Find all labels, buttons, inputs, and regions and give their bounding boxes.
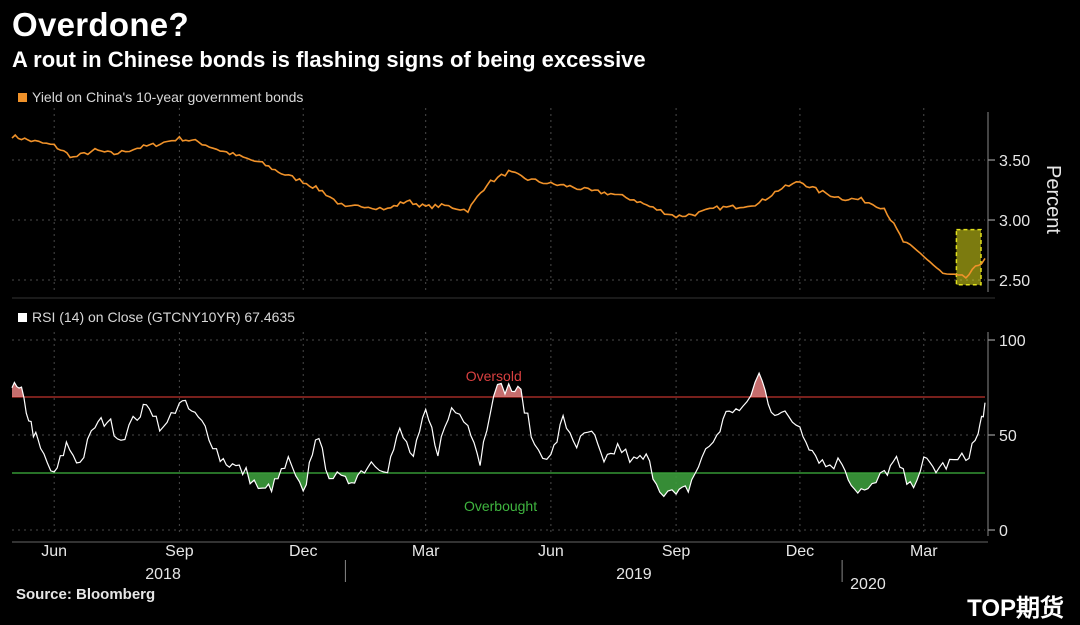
- x-month-label: Dec: [786, 543, 814, 560]
- rsi-legend-label: RSI (14) on Close (GTCNY10YR) 67.4635: [32, 309, 295, 325]
- x-month-label: Sep: [662, 543, 691, 560]
- rsi-legend: RSI (14) on Close (GTCNY10YR) 67.4635: [18, 309, 295, 325]
- yield-axis-title: Percent: [1042, 165, 1064, 234]
- rsi-ytick-label: 100: [999, 333, 1026, 350]
- x-month-label: Dec: [289, 543, 317, 560]
- yield-ytick-label: 3.00: [999, 213, 1030, 230]
- rsi-lower-level-label: Overbought: [464, 498, 537, 514]
- yield-legend: Yield on China's 10-year government bond…: [18, 89, 303, 105]
- chart-title: Overdone?: [12, 6, 189, 43]
- chart-subtitle: A rout in Chinese bonds is flashing sign…: [12, 47, 646, 72]
- rsi-lower-fill: [12, 473, 985, 497]
- yield-legend-label: Yield on China's 10-year government bond…: [32, 89, 304, 105]
- rsi-ytick-label: 50: [999, 428, 1017, 445]
- brand-watermark: TOP期货: [967, 595, 1064, 622]
- yield-series-line: [11, 133, 986, 279]
- x-year-label: 2019: [616, 566, 652, 583]
- rsi-ytick-label: 0: [999, 523, 1008, 540]
- rsi-series-line: [11, 371, 986, 498]
- yield-highlight-box: [955, 228, 982, 286]
- x-year-label: 2020: [850, 576, 886, 593]
- x-month-label: Jun: [41, 543, 67, 560]
- yield-legend-swatch: [18, 92, 27, 102]
- x-month-label: Jun: [538, 543, 564, 560]
- x-month-label: Mar: [910, 543, 938, 560]
- x-month-label: Mar: [412, 543, 440, 560]
- x-year-label: 2018: [145, 566, 181, 583]
- source-note: Source: Bloomberg: [16, 586, 156, 603]
- x-month-label: Sep: [165, 543, 194, 560]
- rsi-upper-fill: [12, 373, 985, 397]
- rsi-upper-level-label: Oversold: [466, 368, 522, 384]
- rsi-legend-swatch: [18, 312, 27, 322]
- yield-ytick-label: 2.50: [999, 273, 1030, 290]
- yield-ytick-label: 3.50: [999, 153, 1030, 170]
